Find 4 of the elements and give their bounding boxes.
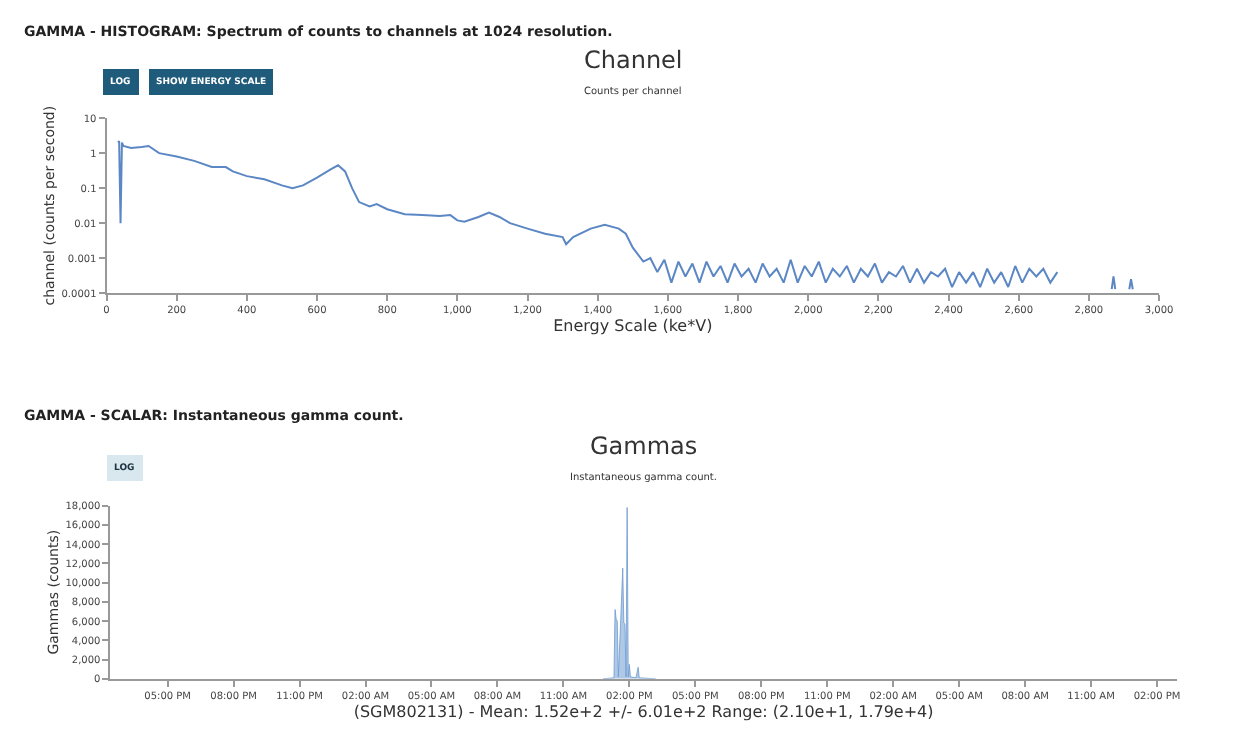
x-axis-title: Energy Scale (ke*V) [553, 317, 713, 336]
chart-title: Channel [584, 46, 683, 74]
chart-title: Gammas [590, 432, 698, 460]
x-axis-title: (SGM802131) - Mean: 1.52e+2 +/- 6.01e+2 Range: (2.10e+1, 1.79e+4) [353, 702, 934, 721]
